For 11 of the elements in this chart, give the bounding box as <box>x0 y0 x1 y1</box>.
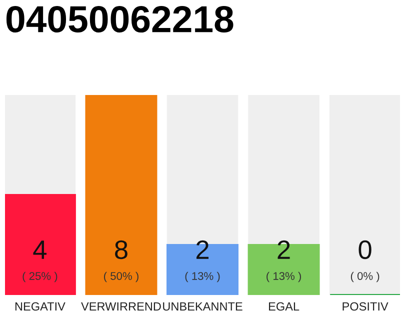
chart-title: 04050062218 <box>6 6 234 33</box>
x-tick-label: EGAL <box>268 302 300 311</box>
data-label: 8 ( 50% ) <box>104 240 138 282</box>
data-label: 2 ( 13% ) <box>185 240 220 282</box>
x-tick-label: UNBEKANNTE <box>163 302 242 311</box>
x-tick-label: VERWIRREND <box>81 302 161 310</box>
data-label: 2 ( 13% ) <box>266 240 301 282</box>
data-label: 0 ( 0% ) <box>350 240 380 282</box>
x-tick-label: POSITIV <box>342 302 388 311</box>
x-tick-label: NEGATIV <box>15 302 66 311</box>
data-label: 4 ( 25% ) <box>22 240 58 282</box>
